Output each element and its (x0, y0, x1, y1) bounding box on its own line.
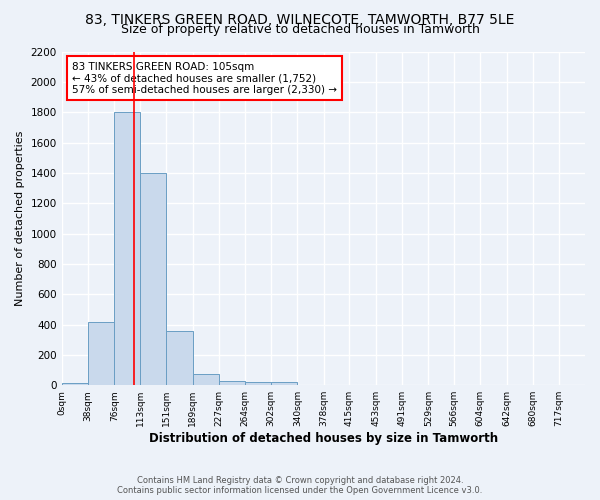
Text: Size of property relative to detached houses in Tamworth: Size of property relative to detached ho… (121, 22, 479, 36)
Bar (115, 112, 140, 385)
Text: 83, TINKERS GREEN ROAD, WILNECOTE, TAMWORTH, B77 5LE: 83, TINKERS GREEN ROAD, WILNECOTE, TAMWO… (85, 12, 515, 26)
X-axis label: Distribution of detached houses by size in Tamworth: Distribution of detached houses by size … (149, 432, 498, 445)
Bar (62, 383, 88, 385)
Bar (219, 382, 245, 385)
Bar (140, 173, 166, 385)
Bar (88, 322, 115, 385)
Bar (193, 374, 219, 385)
Text: 83 TINKERS GREEN ROAD: 105sqm
← 43% of detached houses are smaller (1,752)
57% o: 83 TINKERS GREEN ROAD: 105sqm ← 43% of d… (72, 62, 337, 94)
Bar (166, 332, 193, 385)
Bar (271, 382, 298, 385)
Y-axis label: Number of detached properties: Number of detached properties (15, 130, 25, 306)
Bar (245, 382, 271, 385)
Text: Contains HM Land Registry data © Crown copyright and database right 2024.
Contai: Contains HM Land Registry data © Crown c… (118, 476, 482, 495)
